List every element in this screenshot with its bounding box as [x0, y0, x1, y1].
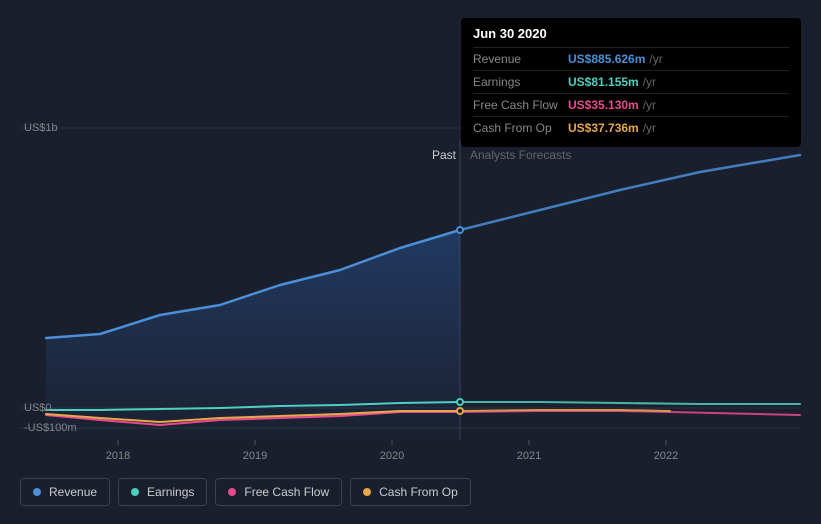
y-axis-label: US$1b	[24, 122, 58, 134]
legend-label: Free Cash Flow	[244, 485, 329, 499]
tooltip-metric-value: US$35.130m	[568, 96, 639, 114]
tooltip-row: Cash From OpUS$37.736m/yr	[473, 116, 789, 139]
x-axis-label: 2019	[243, 450, 267, 462]
legend-item[interactable]: Revenue	[20, 478, 110, 506]
x-axis-label: 2021	[517, 450, 541, 462]
tooltip-metric-unit: /yr	[649, 50, 662, 68]
legend-dot-icon	[131, 488, 139, 496]
y-axis-label: -US$100m	[24, 422, 77, 434]
legend-item[interactable]: Earnings	[118, 478, 207, 506]
tooltip-metric-value: US$885.626m	[568, 50, 645, 68]
tooltip-metric-unit: /yr	[643, 96, 656, 114]
x-axis-label: 2020	[380, 450, 404, 462]
tooltip-metric-label: Cash From Op	[473, 119, 568, 137]
tooltip-metric-value: US$81.155m	[568, 73, 639, 91]
chart-container: Past Analysts Forecasts US$1b US$0 -US$100…	[0, 0, 821, 524]
legend-dot-icon	[363, 488, 371, 496]
legend-item[interactable]: Cash From Op	[350, 478, 471, 506]
legend-dot-icon	[228, 488, 236, 496]
past-label: Past	[432, 148, 456, 162]
tooltip-metric-label: Free Cash Flow	[473, 96, 568, 114]
legend-dot-icon	[33, 488, 41, 496]
legend-label: Revenue	[49, 485, 97, 499]
y-axis-label: US$0	[24, 402, 52, 414]
legend: Revenue Earnings Free Cash Flow Cash From O…	[20, 478, 471, 506]
tooltip-date: Jun 30 2020	[473, 26, 789, 41]
legend-label: Cash From Op	[379, 485, 458, 499]
tooltip-row: RevenueUS$885.626m/yr	[473, 47, 789, 70]
forecast-label: Analysts Forecasts	[470, 148, 571, 162]
tooltip-metric-label: Earnings	[473, 73, 568, 91]
tooltip-metric-unit: /yr	[643, 73, 656, 91]
legend-item[interactable]: Free Cash Flow	[215, 478, 342, 506]
x-axis-label: 2018	[106, 450, 130, 462]
tooltip-row: EarningsUS$81.155m/yr	[473, 70, 789, 93]
tooltip-row: Free Cash FlowUS$35.130m/yr	[473, 93, 789, 116]
tooltip: Jun 30 2020 RevenueUS$885.626m/yrEarning…	[461, 18, 801, 147]
chart-marker	[456, 226, 464, 234]
legend-label: Earnings	[147, 485, 194, 499]
chart-marker	[456, 398, 464, 406]
tooltip-metric-value: US$37.736m	[568, 119, 639, 137]
x-axis-label: 2022	[654, 450, 678, 462]
tooltip-metric-unit: /yr	[643, 119, 656, 137]
tooltip-metric-label: Revenue	[473, 50, 568, 68]
chart-marker	[456, 407, 464, 415]
